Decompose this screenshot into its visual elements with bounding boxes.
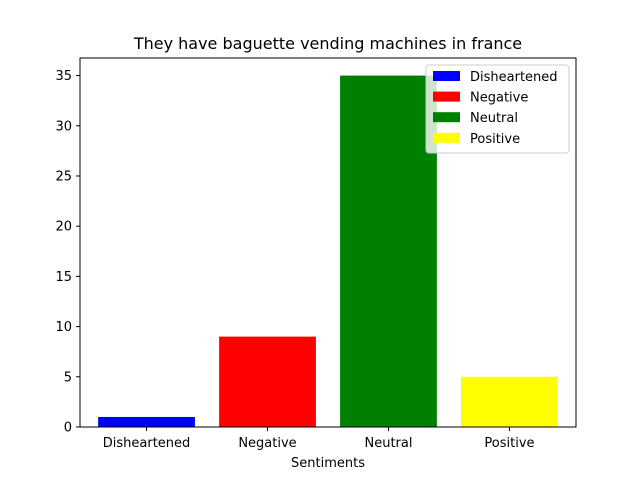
y-tick-label: 10	[55, 320, 72, 335]
legend-swatch-negative	[433, 91, 460, 102]
y-tick-label: 5	[64, 370, 72, 385]
legend-swatch-neutral	[433, 112, 460, 123]
legend-swatch-positive	[433, 132, 460, 143]
y-tick-label: 20	[55, 220, 72, 235]
x-axis-ticks: Disheartened Negative Neutral Positive	[103, 427, 535, 451]
x-tick-label: Negative	[238, 436, 296, 451]
legend-label-disheartened: Disheartened	[470, 70, 558, 85]
bar-positive	[461, 376, 558, 427]
x-axis-label: Sentiments	[291, 456, 365, 471]
bars	[98, 75, 558, 428]
plot-frame	[79, 57, 577, 428]
bar-negative	[219, 336, 316, 427]
legend-swatch-disheartened	[433, 71, 460, 81]
bar-neutral	[340, 75, 437, 428]
bar-disheartened	[98, 416, 195, 427]
y-tick-label: 35	[55, 69, 72, 84]
y-tick-label: 0	[64, 421, 72, 436]
legend-label-neutral: Neutral	[470, 111, 518, 126]
x-tick-label: Disheartened	[103, 436, 191, 451]
y-tick-label: 25	[55, 169, 72, 184]
legend-box	[425, 64, 570, 154]
y-tick-label: 15	[55, 270, 72, 285]
axes	[79, 57, 577, 428]
chart-title: They have baguette vending machines in f…	[133, 34, 522, 53]
legend: Disheartened Negative Neutral Positive	[425, 64, 570, 154]
legend-label-negative: Negative	[470, 91, 528, 106]
x-tick-label: Neutral	[364, 436, 412, 451]
y-tick-label: 30	[55, 119, 72, 134]
x-tick-label: Positive	[484, 436, 534, 451]
legend-label-positive: Positive	[470, 132, 520, 147]
y-axis-ticks: 0 5 10 15 20 25 30 35	[55, 69, 80, 436]
